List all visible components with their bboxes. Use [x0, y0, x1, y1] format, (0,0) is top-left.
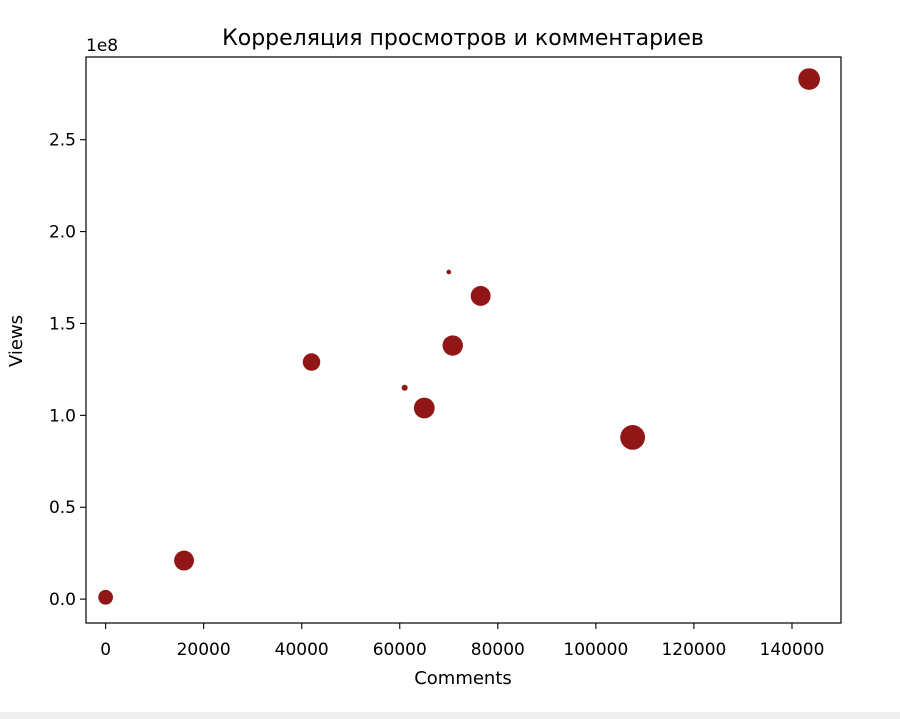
y-tick-label: 2.0 — [49, 223, 76, 243]
data-point — [413, 397, 435, 419]
y-tick-label: 2.5 — [49, 131, 76, 151]
x-tick-label: 40000 — [275, 640, 329, 660]
x-tick-label: 60000 — [373, 640, 427, 660]
chart-title: Корреляция просмотров и комментариев — [222, 26, 704, 51]
x-tick-label: 120000 — [661, 640, 726, 660]
y-tick-label: 1.0 — [49, 406, 76, 426]
bottom-strip — [0, 712, 900, 719]
data-point — [442, 335, 463, 356]
x-tick-label: 20000 — [177, 640, 231, 660]
y-tick-label: 1.5 — [49, 314, 76, 334]
y-tick-label: 0.0 — [49, 590, 76, 610]
data-point — [620, 425, 646, 450]
data-point — [302, 353, 321, 371]
x-axis-label: Comments — [414, 668, 512, 689]
x-tick-label: 80000 — [471, 640, 525, 660]
y-axis-label: Views — [6, 315, 27, 367]
x-tick-label: 0 — [100, 640, 111, 660]
y-tick-label: 0.5 — [49, 498, 76, 518]
plot-area — [85, 56, 842, 624]
x-axis: 0 20000 40000 60000 80000 100000 120000 140000 — [100, 623, 824, 660]
data-point — [798, 68, 820, 90]
data-point — [446, 269, 452, 275]
x-tick-label: 100000 — [563, 640, 628, 660]
data-point — [470, 285, 491, 306]
y-offset-label: 1e8 — [86, 36, 118, 56]
x-tick-label: 140000 — [760, 640, 825, 660]
data-point — [174, 550, 195, 571]
data-point — [401, 384, 408, 391]
data-point — [98, 589, 113, 605]
data-points — [98, 68, 820, 605]
y-axis: 0.0 0.5 1.0 1.5 2.0 2.5 — [49, 131, 86, 610]
